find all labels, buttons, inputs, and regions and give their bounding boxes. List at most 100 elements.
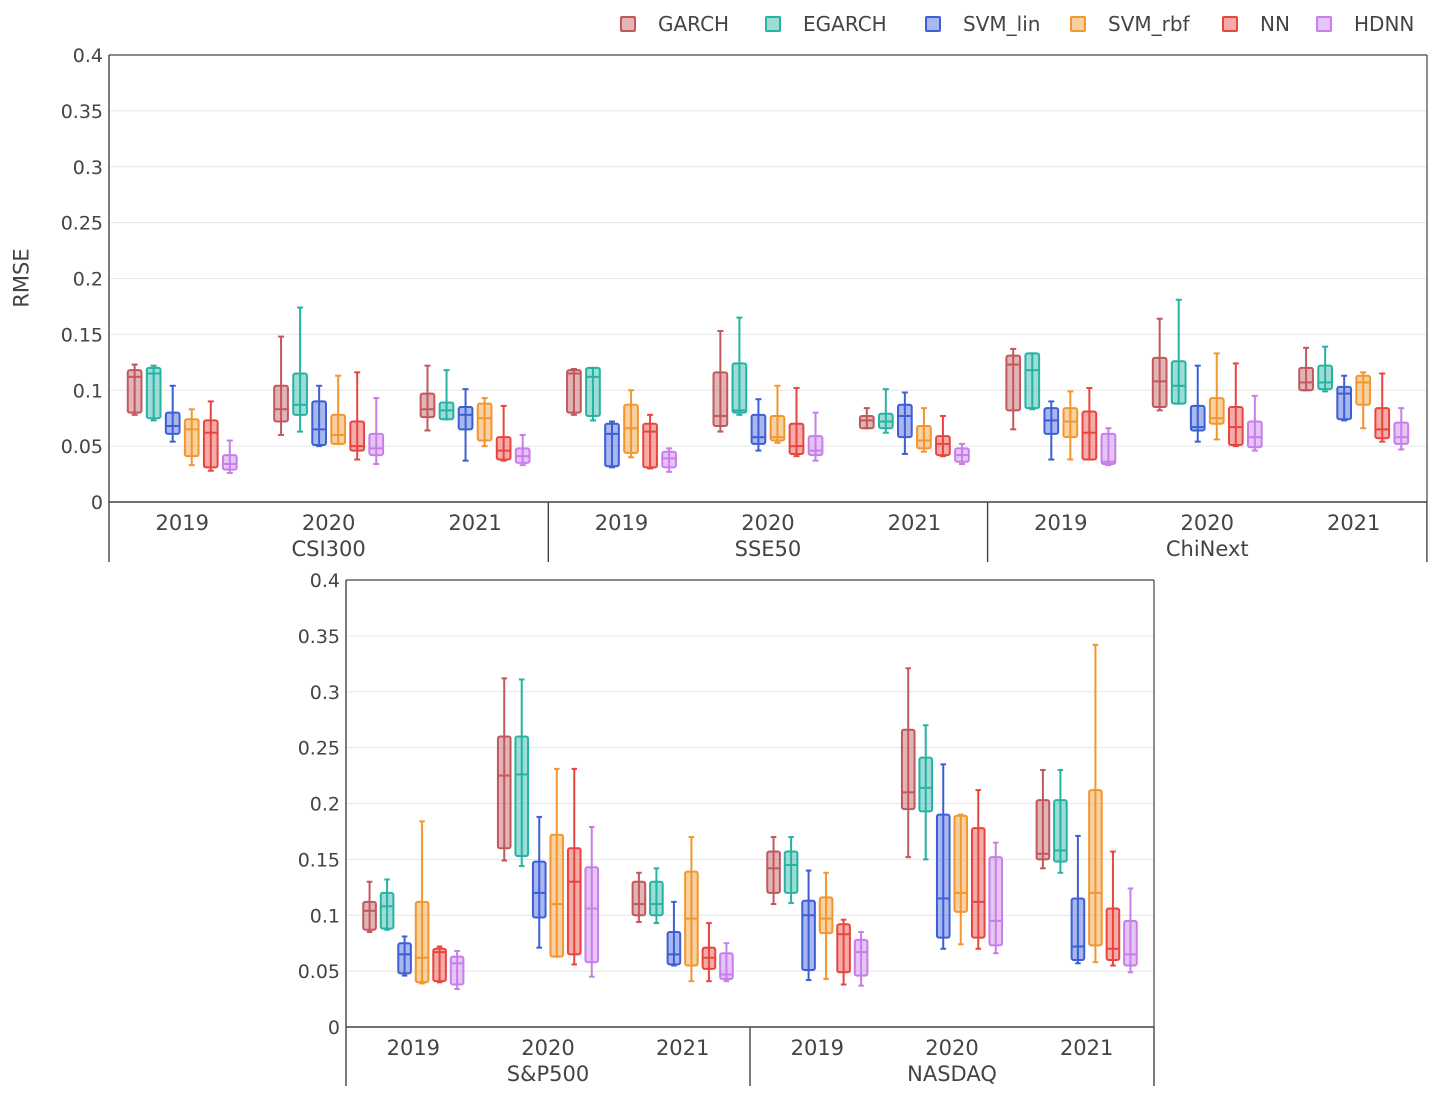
box-egarch-chinext-2020	[1170, 298, 1187, 405]
box-body	[164, 411, 181, 435]
box-body	[818, 896, 834, 935]
legend-swatch-svm-rbf	[1070, 16, 1086, 32]
box-garch-sse50-2019	[566, 368, 582, 416]
box-body	[1100, 432, 1117, 466]
panel-1: 0.4 0.35 0.3 0.25 0.2 0.15 0.1 0.05 0 CSI300 2019 2…	[61, 45, 1428, 562]
y-tick-label: 0.05	[298, 961, 340, 983]
box-body	[1024, 352, 1041, 410]
box-egarch-s-p500-2021	[649, 867, 664, 925]
year-label: 2019	[155, 511, 208, 535]
box-body	[496, 735, 512, 850]
box-nn-s-p500-2021	[701, 922, 717, 983]
box-body	[916, 425, 932, 450]
year-label: 2020	[925, 1036, 978, 1060]
box-body	[1088, 789, 1103, 947]
box-body	[836, 923, 851, 974]
box-body	[1005, 354, 1022, 412]
box-nn-nasdaq-2020	[970, 789, 986, 950]
legend-item-hdnn[interactable]: HDNN	[1316, 12, 1414, 36]
box-svm-lin-csi300-2020	[311, 384, 327, 448]
year-label: 2020	[302, 511, 355, 535]
box-body	[495, 436, 512, 461]
legend-label-garch: GARCH	[658, 12, 730, 36]
box-body	[1189, 404, 1206, 432]
box-body	[1170, 360, 1187, 405]
box-body	[273, 384, 289, 423]
box-garch-nasdaq-2021	[1035, 768, 1051, 870]
box-svm-rbf-sse50-2020	[769, 384, 786, 444]
box-svm-lin-nasdaq-2019	[801, 869, 816, 982]
box-body	[783, 850, 799, 894]
y-tick-label: 0.25	[298, 738, 340, 760]
box-hdnn-nasdaq-2021	[1123, 887, 1138, 974]
year-label: 2019	[1034, 511, 1087, 535]
box-svm-lin-chinext-2021	[1336, 374, 1353, 422]
legend-item-garch[interactable]: GARCH	[620, 12, 729, 36]
box-svm-lin-csi300-2021	[457, 388, 474, 462]
legend-item-svm-rbf[interactable]: SVM_rbf	[1070, 12, 1190, 36]
box-body	[1062, 407, 1079, 439]
box-body	[1053, 799, 1068, 863]
legend-item-svm-lin[interactable]: SVM_lin	[925, 12, 1040, 36]
box-body	[145, 366, 162, 420]
box-nn-sse50-2019	[642, 413, 658, 470]
year-label: 2021	[888, 511, 941, 535]
box-nn-s-p500-2019	[432, 945, 447, 984]
box-hdnn-sse50-2019	[661, 447, 677, 473]
y-tick-label: 0.1	[73, 380, 103, 402]
box-svm-rbf-s-p500-2020	[549, 767, 565, 958]
box-body	[1035, 799, 1051, 861]
box-nn-sse50-2021	[935, 414, 951, 458]
box-body	[712, 371, 729, 428]
y-tick-label: 0.3	[310, 682, 340, 704]
box-body	[897, 403, 913, 439]
box-body	[126, 369, 143, 414]
year-label: 2019	[791, 1036, 844, 1060]
year-label: 2020	[521, 1036, 574, 1060]
box-body	[362, 900, 377, 931]
box-nn-s-p500-2020	[566, 767, 582, 966]
box-body	[379, 891, 395, 930]
box-body	[1355, 374, 1372, 406]
box-egarch-chinext-2021	[1317, 345, 1333, 393]
year-label: 2021	[656, 1036, 709, 1060]
box-svm-rbf-nasdaq-2021	[1088, 643, 1103, 964]
box-svm-lin-sse50-2020	[750, 398, 767, 452]
legend-label-svm-rbf: SVM_rbf	[1108, 12, 1190, 36]
box-egarch-csi300-2020	[292, 306, 308, 433]
box-garch-nasdaq-2019	[766, 836, 781, 906]
year-label: 2020	[1181, 511, 1234, 535]
box-garch-nasdaq-2020	[900, 667, 916, 859]
box-body	[183, 418, 200, 458]
box-body	[566, 847, 582, 956]
box-svm-rbf-nasdaq-2020	[953, 813, 969, 946]
box-hdnn-chinext-2021	[1393, 407, 1410, 451]
box-hdnn-sse50-2021	[954, 442, 970, 466]
y-tick-label: 0.2	[310, 794, 340, 816]
box-egarch-s-p500-2019	[379, 878, 395, 931]
box-garch-s-p500-2021	[631, 871, 647, 923]
box-hdnn-nasdaq-2019	[853, 931, 869, 987]
box-body	[1393, 421, 1410, 445]
box-garch-chinext-2021	[1298, 346, 1314, 392]
box-body	[661, 450, 677, 469]
box-nn-chinext-2021	[1374, 372, 1391, 443]
legend-item-nn[interactable]: NN	[1222, 12, 1290, 36]
market-label-chinext: ChiNext	[1166, 537, 1249, 561]
box-svm-rbf-s-p500-2019	[414, 820, 430, 985]
box-garch-csi300-2020	[273, 335, 289, 436]
legend-item-egarch[interactable]: EGARCH	[765, 12, 887, 36]
box-body	[514, 735, 530, 858]
box-nn-csi300-2021	[495, 404, 512, 462]
box-body	[368, 432, 385, 457]
y-tick-label: 0	[328, 1017, 340, 1039]
box-nn-chinext-2020	[1227, 362, 1244, 448]
box-body	[221, 454, 238, 471]
box-body	[766, 850, 781, 894]
box-garch-csi300-2019	[126, 363, 143, 416]
box-garch-sse50-2020	[712, 330, 729, 433]
box-svm-lin-s-p500-2019	[397, 935, 412, 977]
box-hdnn-csi300-2020	[368, 397, 385, 466]
box-body	[731, 362, 748, 414]
